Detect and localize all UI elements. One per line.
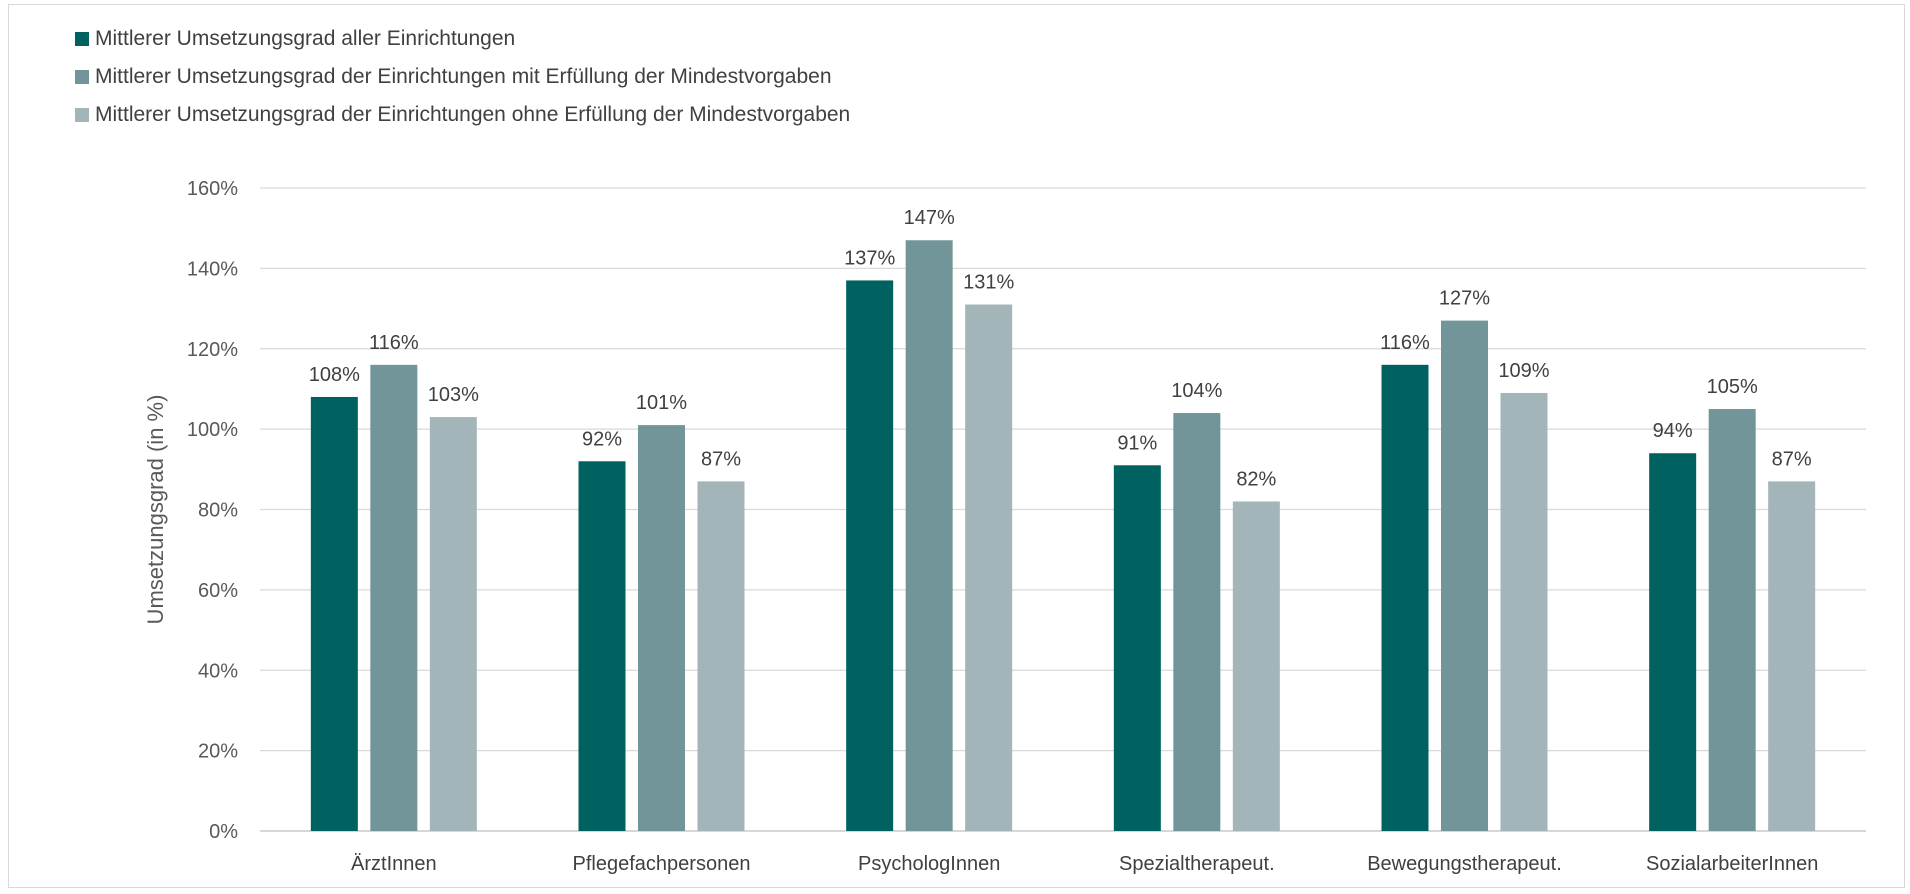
x-tick-label: PsychologInnen	[858, 853, 1000, 875]
legend-label-all: Mittlerer Umsetzungsgrad aller Einrichtu…	[95, 27, 516, 50]
legend-swatch-all	[75, 32, 89, 46]
data-label: 137%	[844, 247, 895, 269]
bar	[905, 240, 953, 831]
x-tick-label: Spezialtherapeut.	[1119, 853, 1275, 875]
legend-swatch-without	[75, 108, 89, 122]
x-tick-label: SozialarbeiterInnen	[1646, 853, 1818, 875]
bar	[310, 396, 358, 831]
data-label: 109%	[1498, 360, 1549, 382]
x-tick-label: Bewegungstherapeut.	[1367, 853, 1562, 875]
x-tick-label: ÄrztInnen	[351, 853, 437, 875]
data-label: 104%	[1171, 380, 1222, 402]
legend-item-with: Mittlerer Umsetzungsgrad der Einrichtung…	[75, 58, 850, 96]
y-axis-title: Umsetzungsgrad (in %)	[143, 395, 168, 625]
data-label: 116%	[369, 332, 419, 354]
x-tick-label: Pflegefachpersonen	[573, 853, 751, 875]
legend-label-without: Mittlerer Umsetzungsgrad der Einrichtung…	[95, 103, 851, 126]
legend-item-all: Mittlerer Umsetzungsgrad aller Einrichtu…	[75, 20, 850, 58]
bar	[638, 425, 685, 831]
y-tick-label: 20%	[198, 741, 238, 763]
data-label: 87%	[1772, 448, 1812, 470]
legend-swatch-with	[75, 70, 89, 84]
y-tick-label: 120%	[187, 339, 238, 361]
data-label: 94%	[1653, 420, 1693, 442]
y-tick-label: 0%	[209, 821, 238, 843]
legend-label-with: Mittlerer Umsetzungsgrad der Einrichtung…	[95, 65, 832, 88]
data-label: 82%	[1236, 468, 1276, 490]
y-tick-label: 140%	[187, 258, 238, 280]
bar	[846, 280, 894, 831]
data-label: 147%	[904, 207, 955, 229]
bar	[370, 364, 418, 831]
data-label: 116%	[1380, 332, 1430, 354]
bar	[1232, 501, 1280, 831]
data-label: 91%	[1117, 432, 1157, 454]
data-label: 101%	[636, 392, 687, 414]
data-label: 131%	[963, 272, 1014, 294]
bar	[1500, 392, 1548, 831]
bar	[965, 304, 1013, 831]
data-label: 105%	[1707, 376, 1758, 398]
data-label: 92%	[582, 428, 622, 450]
y-tick-label: 80%	[198, 500, 238, 522]
bar	[1381, 364, 1429, 831]
bar	[1173, 413, 1221, 831]
legend-item-without: Mittlerer Umsetzungsgrad der Einrichtung…	[75, 96, 850, 134]
data-label: 108%	[309, 364, 360, 386]
bar	[1708, 409, 1756, 831]
y-tick-label: 60%	[198, 580, 238, 602]
data-label: 103%	[428, 384, 479, 406]
y-tick-label: 40%	[198, 660, 238, 682]
y-tick-label: 160%	[187, 178, 238, 200]
data-label: 127%	[1439, 288, 1490, 310]
bar	[578, 461, 626, 831]
y-tick-label: 100%	[187, 419, 238, 441]
legend: Mittlerer Umsetzungsgrad aller Einrichtu…	[75, 20, 850, 134]
bar	[697, 481, 745, 831]
bar	[429, 417, 477, 831]
bar	[1113, 465, 1161, 831]
bar	[1441, 320, 1488, 831]
chart-frame	[8, 4, 1905, 888]
bar	[1768, 481, 1816, 831]
bar	[1649, 453, 1697, 831]
data-label: 87%	[701, 448, 741, 470]
